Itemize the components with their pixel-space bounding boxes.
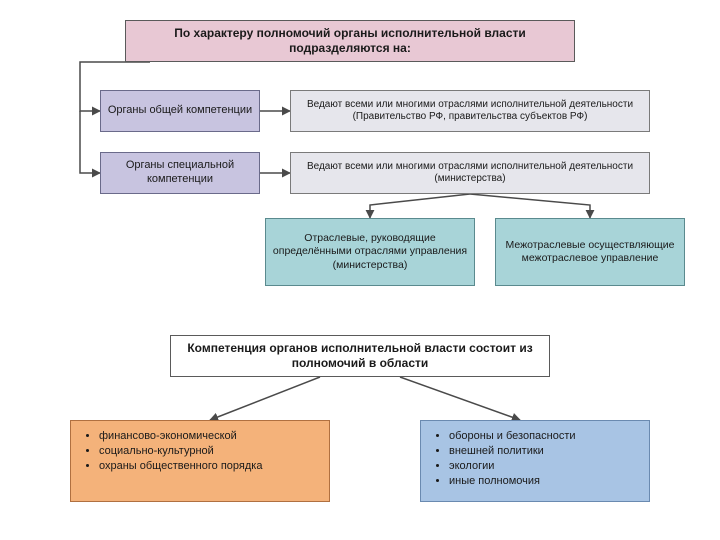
list-item: экологии xyxy=(449,459,637,474)
bottom-title-box: Компетенция органов исполнительной власт… xyxy=(170,335,550,377)
branch-intersectoral-text: Межотраслевые осуществляющие межотраслев… xyxy=(502,239,678,265)
list-item: финансово-экономической xyxy=(99,429,317,444)
organs-special: Органы специальной компетенции xyxy=(100,152,260,194)
organs-general-text: Органы общей компетенции xyxy=(108,104,252,118)
organs-special-desc: Ведают всеми или многими отраслями испол… xyxy=(290,152,650,194)
organs-general-desc-text: Ведают всеми или многими отраслями испол… xyxy=(297,99,643,124)
list-item: обороны и безопасности xyxy=(449,429,637,444)
list-item: иные полномочия xyxy=(449,474,637,489)
list-item: социально-культурной xyxy=(99,444,317,459)
branch-sectoral-text: Отраслевые, руководящие определёнными от… xyxy=(272,232,468,271)
top-title-box: По характеру полномочий органы исполните… xyxy=(125,20,575,62)
organs-special-desc-text: Ведают всеми или многими отраслями испол… xyxy=(297,161,643,186)
organs-special-text: Органы специальной компетенции xyxy=(107,159,253,187)
top-title-text: По характеру полномочий органы исполните… xyxy=(132,26,568,56)
competence-list-left-items: финансово-экономическойсоциально-культур… xyxy=(83,429,317,474)
competence-list-right-items: обороны и безопасностивнешней политикиэк… xyxy=(433,429,637,488)
list-item: внешней политики xyxy=(449,444,637,459)
branch-intersectoral: Межотраслевые осуществляющие межотраслев… xyxy=(495,218,685,286)
bottom-title-text: Компетенция органов исполнительной власт… xyxy=(177,341,543,371)
competence-list-left: финансово-экономическойсоциально-культур… xyxy=(70,420,330,502)
competence-list-right: обороны и безопасностивнешней политикиэк… xyxy=(420,420,650,502)
list-item: охраны общественного порядка xyxy=(99,459,317,474)
branch-sectoral: Отраслевые, руководящие определёнными от… xyxy=(265,218,475,286)
organs-general-desc: Ведают всеми или многими отраслями испол… xyxy=(290,90,650,132)
organs-general: Органы общей компетенции xyxy=(100,90,260,132)
